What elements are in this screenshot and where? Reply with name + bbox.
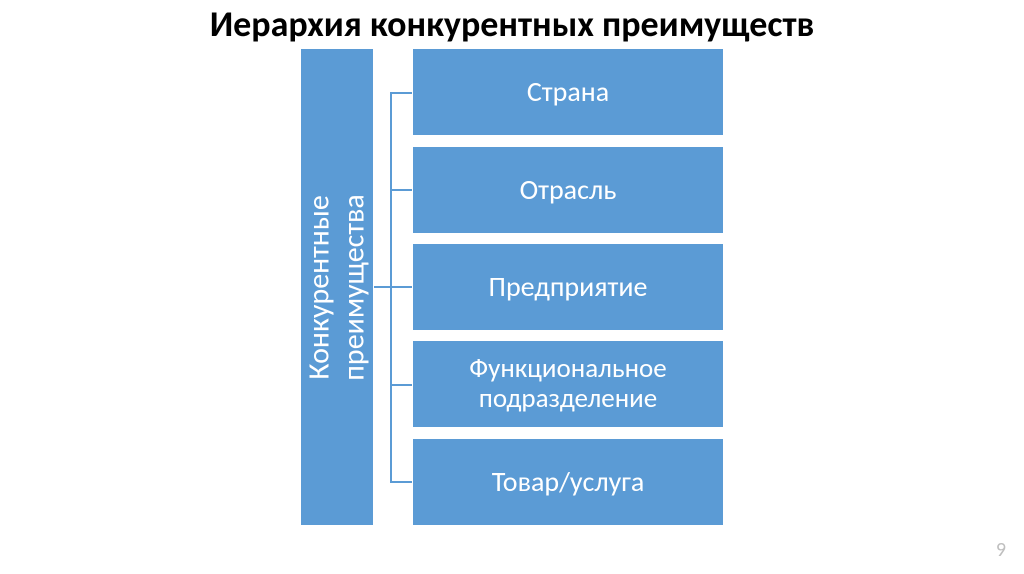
child-node-4: Товар/услуга xyxy=(412,438,724,526)
hierarchy-diagram: Конкурентныепреимущества Страна Отрасль … xyxy=(300,48,724,526)
connector-branch-0 xyxy=(390,92,412,94)
slide: Иерархия конкурентных преимуществ Конкур… xyxy=(0,0,1024,574)
root-node: Конкурентныепреимущества xyxy=(300,48,374,526)
child-node-2-label: Предприятие xyxy=(489,272,648,303)
child-node-3-label: Функциональное подразделение xyxy=(421,354,715,413)
child-node-2: Предприятие xyxy=(412,243,724,331)
page-number: 9 xyxy=(996,538,1006,562)
child-node-1: Отрасль xyxy=(412,146,724,234)
child-node-4-label: Товар/услуга xyxy=(492,467,645,498)
child-node-1-label: Отрасль xyxy=(520,175,617,206)
connector-branch-2 xyxy=(390,286,412,288)
connector-branch-3 xyxy=(390,384,412,386)
slide-title: Иерархия конкурентных преимуществ xyxy=(0,0,1024,46)
connector-root-stub xyxy=(374,286,390,288)
root-node-text: Конкурентныепреимущества xyxy=(301,194,373,380)
child-node-0-label: Страна xyxy=(527,77,609,108)
root-node-label: Конкурентныепреимущества xyxy=(303,194,372,380)
child-node-0: Страна xyxy=(412,48,724,136)
child-node-3: Функциональное подразделение xyxy=(412,340,724,428)
connector-branch-4 xyxy=(390,481,412,483)
connector-branch-1 xyxy=(390,189,412,191)
